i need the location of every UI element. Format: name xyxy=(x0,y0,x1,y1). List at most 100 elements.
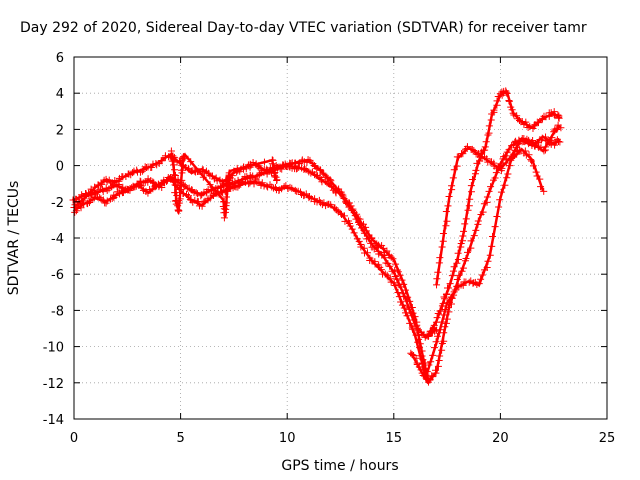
data-point xyxy=(537,183,545,191)
data-point xyxy=(410,316,418,324)
y-tick-label: -8 xyxy=(51,304,64,319)
data-point xyxy=(258,179,266,187)
data-point xyxy=(273,177,281,185)
x-tick-label: 5 xyxy=(176,431,184,446)
data-point xyxy=(429,373,437,381)
data-point xyxy=(136,177,144,185)
data-point xyxy=(172,200,180,208)
data-point xyxy=(450,263,458,271)
data-point xyxy=(233,164,241,172)
data-point xyxy=(178,176,186,184)
data-point xyxy=(163,177,171,185)
data-point xyxy=(439,229,447,237)
data-point xyxy=(486,251,494,259)
data-point xyxy=(286,183,294,191)
series-sat-g xyxy=(167,147,281,222)
data-point xyxy=(527,156,535,164)
data-point xyxy=(532,168,540,176)
data-point xyxy=(355,237,363,245)
y-tick-label: -12 xyxy=(43,377,64,392)
data-point xyxy=(197,192,205,200)
data-point xyxy=(394,268,402,276)
data-point xyxy=(204,185,212,193)
data-point xyxy=(222,199,230,207)
data-point xyxy=(540,187,548,195)
data-point xyxy=(508,106,516,114)
data-point xyxy=(397,283,405,291)
data-point xyxy=(367,239,375,247)
data-point xyxy=(470,232,478,240)
data-point xyxy=(415,363,423,371)
data-point xyxy=(432,366,440,374)
data-point xyxy=(396,271,404,279)
data-point xyxy=(225,169,233,177)
data-point xyxy=(512,144,520,152)
data-point xyxy=(401,309,409,317)
data-point xyxy=(487,116,495,124)
data-point xyxy=(447,300,455,308)
data-point xyxy=(307,169,315,177)
data-point xyxy=(77,204,85,212)
data-point xyxy=(498,164,506,172)
data-point xyxy=(443,315,451,323)
data-point xyxy=(556,138,564,146)
data-point xyxy=(222,193,230,201)
data-point xyxy=(472,226,480,234)
data-point xyxy=(397,298,405,306)
data-point xyxy=(393,275,401,283)
data-point xyxy=(386,275,394,283)
data-point xyxy=(363,249,371,257)
data-point xyxy=(505,146,513,154)
data-point xyxy=(433,275,441,283)
data-point xyxy=(453,162,461,170)
data-point xyxy=(525,151,533,159)
data-point xyxy=(386,262,394,270)
data-point xyxy=(199,166,207,174)
data-point xyxy=(129,169,137,177)
data-point xyxy=(485,122,493,130)
data-point xyxy=(327,201,335,209)
data-point xyxy=(529,162,537,170)
data-point xyxy=(351,212,359,220)
data-point xyxy=(406,319,414,327)
data-point xyxy=(365,235,373,243)
series-sat-c xyxy=(71,146,548,380)
data-point xyxy=(502,88,510,96)
data-point xyxy=(442,222,450,230)
data-point xyxy=(462,254,470,262)
series-sat-e xyxy=(423,87,563,340)
data-point xyxy=(463,143,471,151)
data-point xyxy=(288,184,296,192)
data-point xyxy=(269,156,277,164)
data-point xyxy=(408,310,416,318)
data-point xyxy=(487,183,495,191)
chart-grid xyxy=(74,57,607,419)
data-point xyxy=(187,158,195,166)
data-point xyxy=(306,156,314,164)
data-point xyxy=(320,199,328,207)
data-point xyxy=(103,186,111,194)
data-point xyxy=(427,358,435,366)
data-point xyxy=(255,178,263,186)
data-point xyxy=(524,123,532,131)
data-point xyxy=(391,266,399,274)
data-point xyxy=(553,124,561,132)
data-point xyxy=(459,264,467,272)
data-point xyxy=(167,147,175,155)
data-point xyxy=(176,195,184,203)
data-point xyxy=(347,205,355,213)
data-point xyxy=(491,174,499,182)
data-point xyxy=(360,229,368,237)
x-tick-label: 10 xyxy=(279,431,296,446)
data-point xyxy=(417,366,425,374)
data-point xyxy=(193,167,201,175)
data-point xyxy=(368,234,376,242)
data-point xyxy=(324,179,332,187)
data-point xyxy=(464,248,472,256)
data-point xyxy=(213,190,221,198)
data-point xyxy=(423,368,431,376)
chart-marks xyxy=(69,87,565,386)
data-point xyxy=(459,232,467,240)
data-point xyxy=(169,154,177,162)
data-point xyxy=(472,166,480,174)
